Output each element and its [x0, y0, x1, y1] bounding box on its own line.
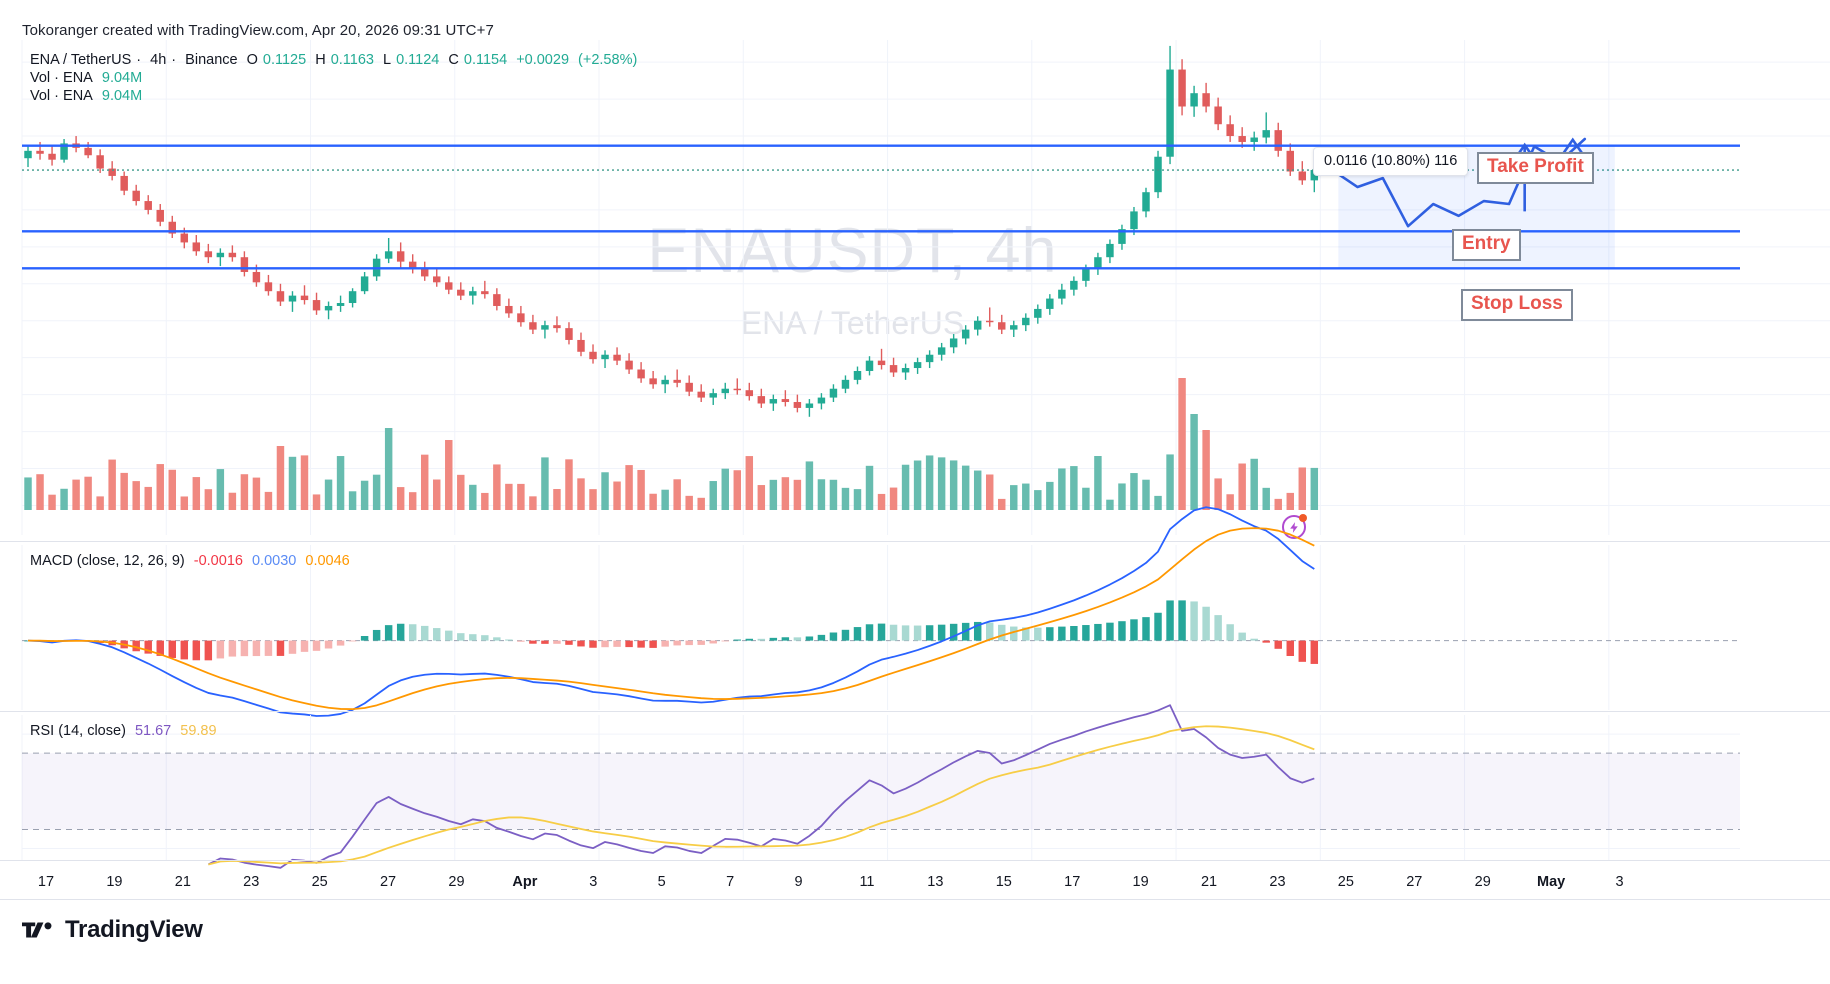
- time-axis-tick: 27: [1406, 874, 1423, 890]
- legend-volume-2-title: Vol · ENA: [30, 88, 93, 104]
- price-chart-svg: [21, 40, 1830, 535]
- price-pane[interactable]: [0, 40, 1830, 535]
- time-axis-tick: 23: [243, 874, 260, 890]
- take-profit-label[interactable]: Take Profit: [1477, 152, 1594, 184]
- tradingview-logo-icon: [22, 922, 52, 938]
- time-axis-tick: 13: [927, 874, 944, 890]
- time-axis-tick: Apr: [512, 874, 538, 890]
- legend-close-label: C: [448, 52, 459, 68]
- projection-tooltip: 0.0116 (10.80%) 116: [1313, 147, 1469, 176]
- legend-low-label: L: [383, 52, 392, 68]
- legend-symbol: ENA / TetherUS: [30, 52, 132, 68]
- stop-loss-label[interactable]: Stop Loss: [1461, 289, 1573, 321]
- macd-chart-svg: [21, 506, 1740, 717]
- legend-exchange: Binance: [185, 52, 238, 68]
- legend-change-value: +0.0029: [516, 52, 570, 68]
- legend-rsi-value: 51.67: [134, 723, 172, 739]
- legend-macd-histogram-value: -0.0016: [193, 553, 243, 569]
- legend-change-percent: (+2.58%): [578, 52, 638, 68]
- time-axis-tick: 5: [657, 874, 666, 890]
- time-axis-tick: 21: [1200, 874, 1218, 890]
- lightning-alert-icon[interactable]: [1282, 514, 1307, 539]
- legend-rsi-ma-value: 59.89: [180, 723, 217, 739]
- rsi-chart-svg: [21, 704, 1740, 869]
- time-axis-tick: 25: [1337, 874, 1354, 890]
- time-axis-tick: 25: [311, 874, 328, 890]
- time-axis-tick: 3: [589, 874, 598, 890]
- time-axis-tick: 9: [794, 874, 803, 890]
- legend-close-value: 0.1154: [463, 52, 508, 68]
- time-axis-tick: 19: [1132, 874, 1149, 890]
- legend-volume-1-value: 9.04M: [101, 70, 143, 86]
- macd-pane[interactable]: [0, 506, 1830, 717]
- legend-rsi[interactable]: RSI (14, close) 51.67 59.89: [30, 723, 222, 739]
- legend-volume-2[interactable]: Vol · ENA 9.04M: [30, 88, 147, 104]
- time-axis-tick: 3: [1615, 874, 1624, 890]
- legend-volume-1[interactable]: Vol · ENA 9.04M: [30, 70, 147, 86]
- legend-macd-line-value: 0.0030: [251, 553, 297, 569]
- entry-label[interactable]: Entry: [1452, 229, 1521, 261]
- legend-macd[interactable]: MACD (close, 12, 26, 9) -0.0016 0.0030 0…: [30, 553, 355, 569]
- time-axis-tick: 7: [726, 874, 735, 890]
- legend-macd-signal-value: 0.0046: [305, 553, 350, 569]
- pane-divider-rsi: [0, 711, 1830, 712]
- legend-high-label: H: [315, 52, 326, 68]
- legend-rsi-title: RSI (14, close): [30, 723, 126, 739]
- alert-dot-icon: [1299, 514, 1307, 522]
- legend-interval: 4h: [150, 52, 167, 68]
- time-axis-tick: 29: [448, 874, 465, 890]
- legend-high-value: 0.1163: [330, 52, 374, 68]
- time-axis-tick: 17: [1064, 874, 1081, 890]
- time-axis[interactable]: 17 19 21 23 25 27 29 Apr 3 5 7 9 11 13 15 17 19 21 23 25 27 2…: [0, 860, 1830, 900]
- time-axis-tick: 17: [37, 874, 55, 890]
- time-axis-tick: 23: [1269, 874, 1286, 890]
- legend-volume-2-value: 9.04M: [101, 88, 143, 104]
- time-axis-tick: May: [1537, 874, 1566, 890]
- price-axis[interactable]: USDT 0.13000.12500.12000.11000.10500.100…: [1718, 0, 1830, 984]
- rsi-pane[interactable]: [0, 704, 1830, 869]
- pane-divider-macd: [0, 541, 1830, 542]
- attribution-text: Tokoranger created with TradingView.com,…: [22, 22, 494, 39]
- legend-low-value: 0.1124: [396, 52, 440, 68]
- time-axis-tick: 29: [1474, 874, 1491, 890]
- time-axis-tick: 27: [379, 874, 397, 890]
- footer-brand[interactable]: TradingView: [22, 916, 203, 944]
- legend-open-value: 0.1125: [262, 52, 307, 68]
- time-axis-bottom-border: [0, 899, 1830, 900]
- pane-divider-time-axis: [0, 860, 1830, 861]
- legend-open-label: O: [246, 52, 258, 68]
- legend-macd-title: MACD (close, 12, 26, 9): [30, 553, 185, 569]
- time-axis-tick: 11: [859, 874, 875, 890]
- time-axis-tick: 19: [106, 874, 123, 890]
- footer-brand-name: TradingView: [65, 916, 203, 943]
- time-axis-tick: 21: [174, 874, 191, 890]
- legend-volume-1-title: Vol · ENA: [30, 70, 93, 86]
- legend-main[interactable]: ENA / TetherUS · 4h · Binance O 0.1125 H 0.1…: [30, 52, 638, 68]
- time-axis-tick: 15: [995, 874, 1012, 890]
